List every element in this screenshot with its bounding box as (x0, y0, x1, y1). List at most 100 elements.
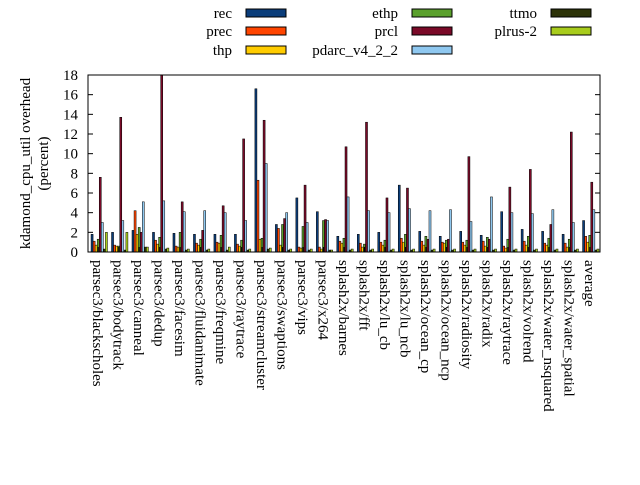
bar-pdarc_v4_2_2 (182, 211, 186, 253)
bar-prec (584, 236, 587, 253)
x-tick-label: splash2x/water_nsquared (540, 260, 556, 412)
y-tick-label: 16 (63, 88, 79, 104)
bar-rec (541, 231, 544, 253)
bar-thp (565, 246, 569, 253)
bar-rec (172, 233, 176, 253)
legend-item-rec: rec (214, 6, 287, 22)
x-tick-label: parsec3/canneal (130, 260, 146, 356)
bar-group (397, 184, 415, 253)
bar-group (152, 74, 170, 253)
bar-prec (236, 243, 239, 253)
legend-item-plrus-2: plrus-2 (495, 24, 592, 40)
bar-prcl (303, 184, 307, 253)
bar-prec (154, 239, 157, 253)
bar-thp (524, 244, 528, 253)
bar-plrus-2 (268, 247, 272, 253)
bar-rec (520, 229, 524, 253)
y-axis-ticks: 0 2 4 6 8 10 12 14 16 18 (63, 68, 600, 261)
bar-pdarc_v4_2_2 (531, 213, 534, 253)
legend-item-ttmo: ttmo (509, 6, 592, 22)
bar-pdarc_v4_2_2 (223, 212, 227, 253)
bar-pdarc_v4_2_2 (428, 210, 432, 253)
bar-pdarc_v4_2_2 (449, 209, 452, 253)
bar-prcl (467, 156, 471, 253)
x-tick-label: parsec3/dedup (151, 260, 167, 347)
bar-pdarc_v4_2_2 (469, 221, 473, 253)
x-tick-label: parsec3/freqmine (212, 260, 228, 364)
bar-thp (156, 243, 159, 253)
bar-prcl (283, 218, 286, 253)
bar-group (561, 131, 579, 253)
bar-rec (295, 197, 299, 253)
bar-thp (381, 244, 385, 253)
legend-label: plrus-2 (495, 24, 538, 40)
legend-swatch (550, 26, 592, 36)
bar-prcl (508, 186, 512, 253)
bar-prcl (139, 232, 143, 253)
legend-label: ttmo (509, 6, 537, 22)
bar-pdarc_v4_2_2 (408, 208, 411, 253)
y-tick-label: 14 (63, 107, 79, 123)
bars (90, 74, 600, 253)
bar-group (582, 181, 600, 253)
bar-pdarc_v4_2_2 (387, 212, 391, 253)
bar-prcl (447, 238, 450, 253)
bar-prcl (344, 146, 348, 253)
bar-prec (481, 240, 485, 253)
y-tick-label: 12 (63, 127, 78, 143)
x-tick-label: splash2x/lu_cb (376, 260, 392, 350)
bar-thp (197, 244, 200, 253)
bar-group (520, 169, 538, 253)
bar-group (377, 197, 395, 253)
bar-thp (279, 244, 282, 253)
bar-group (90, 177, 108, 253)
bar-rec (275, 224, 278, 253)
legend-label: prec (206, 24, 232, 40)
legend-label: prcl (375, 24, 398, 40)
bar-rec (418, 231, 422, 253)
bar-rec (131, 230, 135, 253)
bar-pdarc_v4_2_2 (285, 212, 288, 253)
bar-thp (463, 244, 467, 253)
y-tick-label: 0 (71, 245, 79, 261)
x-axis-labels: parsec3/blackscholes parsec3/bodytrack par… (89, 260, 597, 412)
bar-pdarc_v4_2_2 (203, 210, 206, 253)
bar-prec (92, 240, 96, 253)
bar-prcl (160, 74, 163, 253)
x-tick-label: splash2x/barnes (335, 260, 351, 356)
legend-swatch (245, 26, 287, 36)
bar-prcl (98, 177, 102, 253)
legend-label: thp (213, 43, 232, 59)
bar-prcl (180, 201, 184, 253)
bar-group (131, 201, 149, 253)
bar-rec (438, 236, 442, 253)
y-tick-label: 4 (71, 206, 79, 222)
bar-group (500, 186, 518, 253)
bar-thp (176, 246, 180, 253)
bar-pdarc_v4_2_2 (162, 200, 166, 253)
bar-plrus-2 (146, 246, 149, 253)
bar-ttmo (144, 246, 147, 253)
bar-prcl (590, 181, 594, 253)
bar-rec (193, 234, 196, 253)
bar-plrus-2 (125, 232, 129, 253)
legend-label: pdarc_v4_2_2 (312, 43, 398, 59)
bar-prec (379, 241, 383, 253)
bar-thp (299, 247, 303, 253)
bar-prcl (406, 187, 409, 253)
x-tick-label: splash2x/radiosity (458, 260, 474, 370)
y-axis-label-line: (percent) (36, 136, 52, 190)
bar-thp (484, 245, 487, 253)
legend-swatch (411, 45, 453, 55)
x-tick-label: parsec3/fluidanimate (192, 260, 208, 386)
bar-prcl (324, 219, 327, 253)
bar-thp (402, 241, 405, 253)
bar-rec (561, 234, 565, 253)
x-tick-label: parsec3/raytrace (233, 260, 249, 359)
bar-thp (443, 242, 446, 253)
bar-group (295, 184, 313, 253)
bar-prcl (529, 169, 532, 253)
bar-prec (400, 237, 403, 253)
x-tick-label: average (581, 260, 597, 307)
